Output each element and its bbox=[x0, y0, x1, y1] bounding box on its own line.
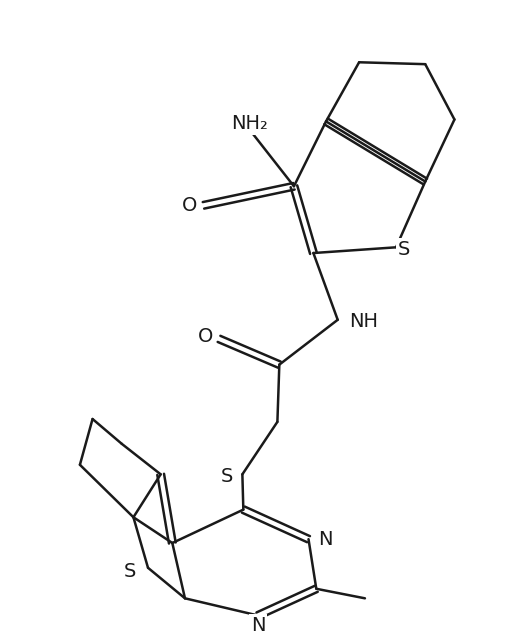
Text: S: S bbox=[124, 562, 136, 581]
Text: S: S bbox=[398, 240, 410, 259]
Text: NH₂: NH₂ bbox=[230, 114, 268, 133]
Text: N: N bbox=[318, 530, 333, 548]
Text: S: S bbox=[220, 467, 233, 486]
Text: N: N bbox=[251, 616, 265, 634]
Text: O: O bbox=[182, 196, 198, 215]
Text: O: O bbox=[198, 328, 213, 346]
Text: NH: NH bbox=[350, 312, 378, 332]
